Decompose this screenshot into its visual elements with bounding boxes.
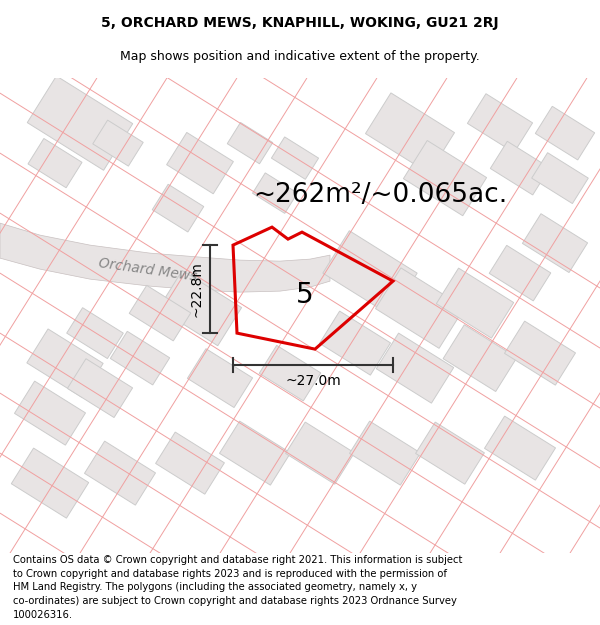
Text: 5, ORCHARD MEWS, KNAPHILL, WOKING, GU21 2RJ: 5, ORCHARD MEWS, KNAPHILL, WOKING, GU21 … [101,16,499,31]
Polygon shape [532,152,589,204]
Text: ~22.8m: ~22.8m [190,261,204,317]
Polygon shape [259,346,321,401]
Polygon shape [467,94,533,152]
Polygon shape [227,122,273,164]
Polygon shape [11,448,89,518]
Polygon shape [27,76,133,170]
Polygon shape [28,139,82,188]
Text: Orchard Mews: Orchard Mews [98,256,198,284]
Polygon shape [365,93,455,173]
Polygon shape [416,422,484,484]
Polygon shape [85,441,155,505]
Polygon shape [349,421,421,485]
Polygon shape [323,231,417,316]
Text: ~27.0m: ~27.0m [285,374,341,388]
Polygon shape [376,268,464,348]
Polygon shape [110,331,170,385]
Polygon shape [489,246,551,301]
Polygon shape [67,359,133,418]
Polygon shape [403,141,487,216]
Polygon shape [220,421,290,485]
Polygon shape [14,381,86,445]
Text: 5: 5 [296,281,314,309]
Polygon shape [505,321,575,385]
Polygon shape [484,416,556,480]
Polygon shape [129,286,191,341]
Polygon shape [67,308,124,359]
Polygon shape [155,432,224,494]
Polygon shape [253,173,298,213]
Polygon shape [490,141,550,195]
Text: Map shows position and indicative extent of the property.: Map shows position and indicative extent… [120,50,480,62]
Text: Contains OS data © Crown copyright and database right 2021. This information is : Contains OS data © Crown copyright and d… [13,555,463,619]
Polygon shape [187,349,253,408]
Polygon shape [376,333,454,403]
Text: ~262m²/~0.065ac.: ~262m²/~0.065ac. [253,182,507,208]
Polygon shape [27,329,103,398]
Polygon shape [0,223,330,292]
Polygon shape [167,132,233,194]
Polygon shape [523,214,587,272]
Polygon shape [271,137,319,179]
Polygon shape [443,325,517,391]
Polygon shape [319,311,391,375]
Polygon shape [535,106,595,160]
Polygon shape [158,271,242,346]
Polygon shape [436,268,514,338]
Polygon shape [286,422,355,484]
Polygon shape [152,184,204,232]
Polygon shape [93,120,143,166]
